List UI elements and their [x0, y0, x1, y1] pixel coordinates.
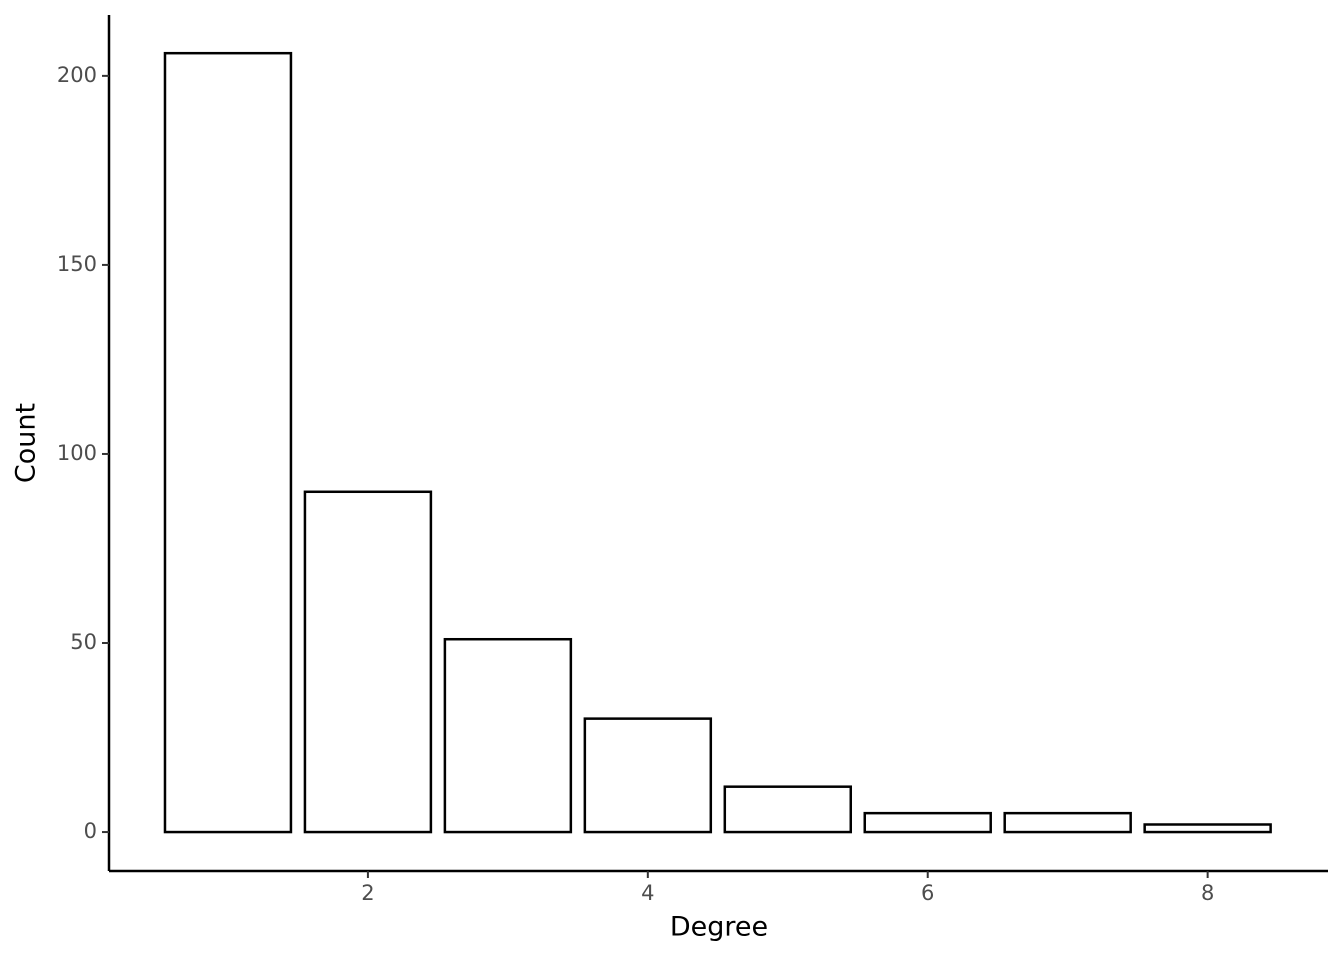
y-axis-title: Count	[11, 403, 42, 483]
y-tick-label: 50	[70, 630, 97, 654]
bar	[583, 717, 713, 834]
x-tick-label: 4	[641, 881, 654, 905]
bar	[163, 51, 293, 834]
bar	[303, 490, 433, 834]
bar	[1143, 823, 1272, 834]
y-tick-label: 0	[84, 819, 97, 843]
bar	[863, 811, 992, 834]
bar	[723, 785, 853, 834]
x-tick-label: 8	[1201, 881, 1214, 905]
x-axis-title: Degree	[670, 912, 768, 943]
bar	[443, 637, 573, 834]
bar	[1003, 811, 1132, 834]
x-tick-label: 2	[361, 881, 374, 905]
y-tick-label: 150	[57, 252, 97, 276]
x-tick-label: 6	[921, 881, 934, 905]
y-tick-label: 200	[57, 63, 97, 87]
y-tick-label: 100	[57, 441, 97, 465]
